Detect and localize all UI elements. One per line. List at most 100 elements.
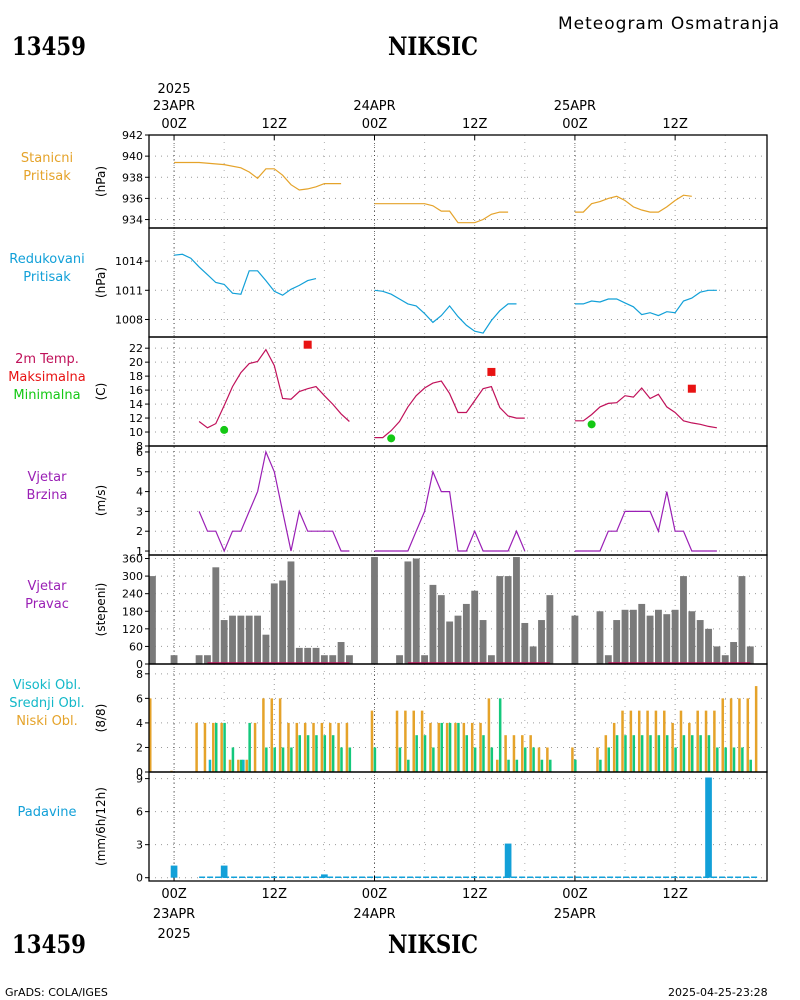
wind-dir-bar xyxy=(621,609,629,664)
cloud-mid-bar xyxy=(231,747,235,772)
bottom-time-label: 00Z xyxy=(161,887,187,902)
cloud-low-bar xyxy=(295,722,299,772)
cloud-low-bar xyxy=(253,722,257,772)
wind-dir-bar xyxy=(220,620,228,664)
cloud-low-bar xyxy=(370,710,374,772)
wind-dir-bar xyxy=(195,655,203,664)
cloud-low-bar xyxy=(654,710,658,772)
cloud-low-bar xyxy=(312,722,315,772)
credit: GrADS: COLA/IGES xyxy=(5,986,108,999)
cloud-low-bar xyxy=(729,698,733,772)
cloud-mid-bar xyxy=(457,722,460,772)
mslp-line xyxy=(574,289,717,317)
wind-dir-bar xyxy=(204,655,211,664)
wind-dir-bar xyxy=(571,615,579,664)
cloud-low-bar xyxy=(420,710,424,772)
y-tick-label-temp: 8 xyxy=(136,440,143,453)
bottom-time-label: 00Z xyxy=(362,887,388,902)
wind-dir-bar xyxy=(279,580,287,664)
wind-dir-bar xyxy=(229,615,236,664)
row-label-wind_speed: Vjetar xyxy=(27,469,67,485)
y-tick-label-wind_dir: 240 xyxy=(122,588,143,601)
bottom-time-label: 12Z xyxy=(262,887,288,902)
cloud-mid-bar xyxy=(507,759,510,772)
row-label-temp: Maksimalna xyxy=(8,369,86,385)
cloud-mid-bar xyxy=(682,735,686,772)
cloud-mid-bar xyxy=(574,759,577,772)
cloud-mid-bar xyxy=(515,759,519,772)
cloud-mid-bar xyxy=(691,735,694,772)
y-tick-label-clouds: 8 xyxy=(136,668,143,681)
panel-frame-wind_speed xyxy=(148,445,768,556)
cloud-low-bar xyxy=(470,722,474,772)
y-tick-label-pressure: 934 xyxy=(122,214,143,227)
cloud-low-bar xyxy=(228,759,232,772)
cloud-low-bar xyxy=(713,710,716,772)
wind-dir-bar xyxy=(730,642,738,664)
wind-dir-bar xyxy=(462,603,470,664)
cloud-low-bar xyxy=(604,735,608,772)
cloud-low-bar xyxy=(195,722,198,772)
cloud-low-bar xyxy=(721,698,724,772)
wind-dir-bar xyxy=(471,590,479,664)
top-year-label: 2025 xyxy=(158,82,191,97)
row-label-pressure: Pritisak xyxy=(23,168,71,184)
row-label-wind_dir: Vjetar xyxy=(27,578,67,594)
cloud-mid-bar xyxy=(306,735,310,772)
precip-bar xyxy=(504,843,512,878)
wind-dir-bar xyxy=(546,595,554,664)
y-tick-label-pressure: 938 xyxy=(122,171,143,184)
wind-dir-bar xyxy=(521,622,529,664)
cloud-mid-bar xyxy=(649,735,652,772)
product-title: Meteogram Osmatranja xyxy=(558,14,781,34)
wind-dir-bar xyxy=(705,628,712,664)
y-tick-label-wind_speed: 2 xyxy=(136,525,143,538)
cloud-mid-bar xyxy=(315,735,318,772)
cloud-low-bar xyxy=(320,722,324,772)
precip-bar xyxy=(321,874,328,878)
wind-dir-bar xyxy=(646,615,654,664)
y-tick-label-clouds: 4 xyxy=(136,717,143,730)
y-tick-label-wind_dir: 0 xyxy=(136,658,143,671)
y-tick-label-wind_dir: 300 xyxy=(122,570,143,583)
wind-dir-bar xyxy=(746,646,754,664)
row-label-mslp: Pritisak xyxy=(23,269,71,285)
wind-dir-bar xyxy=(396,655,403,664)
y-tick-label-clouds: 0 xyxy=(136,766,143,779)
cloud-low-bar xyxy=(445,722,449,772)
cloud-low-bar xyxy=(404,710,407,772)
y-tick-label-wind_dir: 60 xyxy=(129,640,143,653)
station-name: NIKSIC xyxy=(388,32,479,61)
top-time-label: 12Z xyxy=(462,117,488,132)
unit-label-wind_dir: (stepeni) xyxy=(94,583,108,637)
cloud-low-bar xyxy=(637,710,641,772)
bottom-time-label: 12Z xyxy=(462,887,488,902)
top-time-label: 00Z xyxy=(161,117,187,132)
y-tick-label-precip: 3 xyxy=(136,839,143,852)
cloud-low-bar xyxy=(262,698,265,772)
cloud-low-bar xyxy=(671,722,674,772)
y-tick-label-clouds: 2 xyxy=(136,741,143,754)
cloud-mid-bar xyxy=(214,722,218,772)
unit-label-precip: (mm/6h/12h) xyxy=(94,787,108,866)
row-label-mslp: Redukovani xyxy=(9,251,85,267)
timestamp: 2025-04-25-23:28 xyxy=(668,986,768,999)
y-tick-label-mslp: 1011 xyxy=(115,284,143,297)
cloud-mid-bar xyxy=(440,722,443,772)
y-tick-label-temp: 18 xyxy=(129,370,143,383)
y-tick-label-wind_dir: 120 xyxy=(122,623,143,636)
y-tick-label-wind_speed: 3 xyxy=(136,505,143,518)
wind-dir-bar xyxy=(412,558,420,664)
panel-frame-pressure xyxy=(148,134,768,229)
cloud-mid-bar xyxy=(331,735,335,772)
cloud-low-bar xyxy=(328,722,332,772)
y-tick-label-wind_speed: 1 xyxy=(136,545,143,558)
cloud-mid-bar xyxy=(615,735,619,772)
cloud-low-bar xyxy=(429,722,432,772)
cloud-mid-bar xyxy=(348,747,352,772)
row-label-precip: Padavine xyxy=(17,804,77,820)
pressure-line xyxy=(174,161,342,191)
cloud-mid-bar xyxy=(724,747,727,772)
wind-dir-bar xyxy=(613,620,621,664)
